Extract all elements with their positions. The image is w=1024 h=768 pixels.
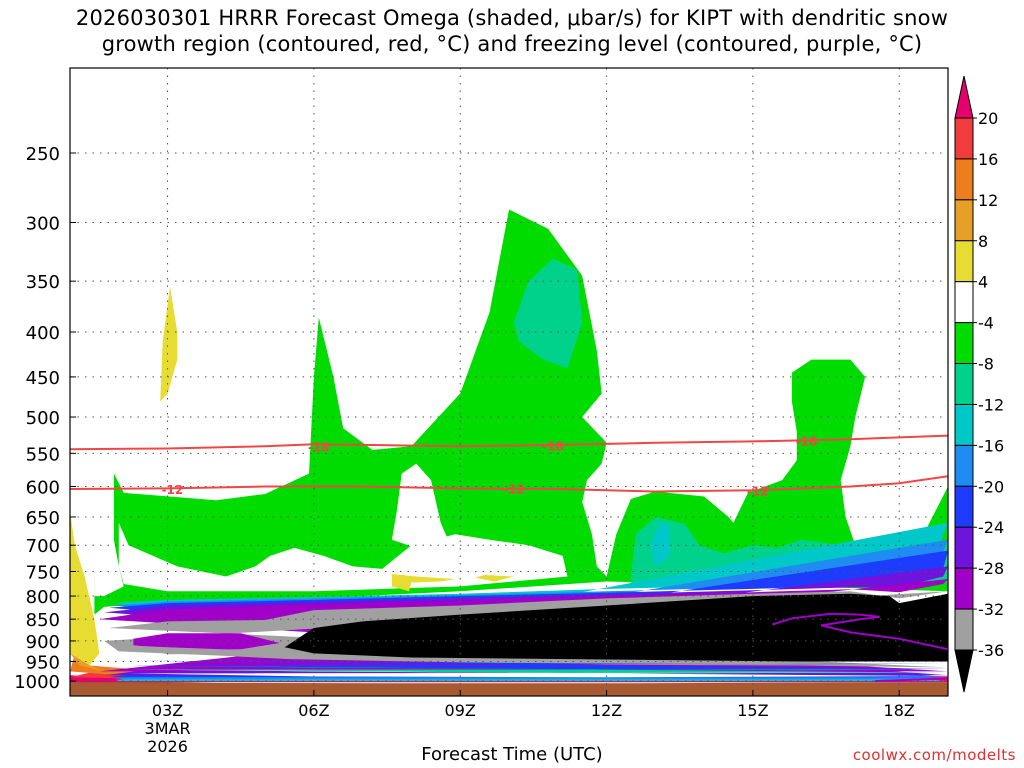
omega-region — [391, 574, 412, 592]
colorbar-label: -36 — [978, 641, 1004, 660]
y-tick-label: 600 — [26, 477, 60, 498]
contour-label: -18 — [796, 435, 818, 449]
omega-shaded-field — [70, 209, 948, 696]
omega-region — [123, 645, 290, 655]
x-tick-sublabel: 2026 — [147, 737, 188, 756]
colorbar-swatch — [954, 608, 974, 651]
omega-region — [109, 550, 948, 678]
y-tick-label: 300 — [26, 213, 60, 234]
y-tick-label: 900 — [26, 632, 60, 653]
colorbar-top-arrow — [954, 75, 974, 119]
temperature-contours: -12 -12 -12 -18 -18 -18 — [70, 434, 948, 683]
y-tick-label: 1000 — [14, 672, 60, 693]
x-tick-label: 12Z — [591, 701, 622, 720]
omega-region — [391, 574, 456, 583]
colorbar-label: -32 — [978, 600, 1004, 619]
colorbar-label: 12 — [978, 191, 998, 210]
colorbar-bottom-arrow — [954, 649, 974, 693]
colorbar-label: -4 — [978, 314, 994, 333]
chart-title-line1: 2026030301 HRRR Forecast Omega (shaded, … — [75, 6, 949, 30]
x-tick-label: 03Z — [152, 701, 183, 720]
x-tick-label: 15Z — [737, 701, 768, 720]
colorbar-label: 16 — [978, 150, 998, 169]
y-tick-label: 750 — [26, 562, 60, 583]
colorbar-swatch — [954, 444, 974, 487]
colorbar-label: 4 — [978, 273, 988, 292]
omega-region — [391, 463, 451, 548]
contour-label: -18 — [542, 440, 564, 454]
chart-title-line2: growth region (contoured, red, °C) and f… — [101, 32, 923, 56]
y-tick-label: 250 — [26, 144, 60, 165]
contour-label: -12 — [162, 483, 184, 497]
x-tick-label: 18Z — [884, 701, 915, 720]
colorbar-swatch — [954, 158, 974, 201]
colorbar-label: -8 — [978, 355, 994, 374]
colorbar-swatch — [954, 485, 974, 528]
omega-region — [70, 511, 100, 666]
y-tick-label: 450 — [26, 368, 60, 389]
colorbar-swatch — [954, 322, 974, 365]
y-tick-label: 400 — [26, 323, 60, 344]
plot-frame — [69, 67, 949, 697]
colorbar-label: -12 — [978, 395, 1004, 414]
colorbar-swatch — [954, 281, 974, 324]
omega-region — [513, 258, 583, 369]
colorbar-swatch — [954, 199, 974, 242]
colorbar-swatch — [954, 363, 974, 405]
contour-label: -12 — [503, 482, 525, 496]
freezing-level-contour — [874, 677, 948, 683]
y-tick-label: 700 — [26, 536, 60, 557]
colorbar-swatch — [954, 240, 974, 283]
y-tick-label: 500 — [26, 408, 60, 429]
omega-region — [70, 653, 217, 676]
colorbar-label: -24 — [978, 518, 1004, 537]
x-tick-label: 06Z — [298, 701, 329, 720]
colorbar-label: 20 — [978, 109, 998, 128]
x-axis-title: Forecast Time (UTC) — [421, 744, 603, 765]
y-tick-label: 550 — [26, 444, 60, 465]
omega-region — [118, 522, 568, 592]
colorbar-swatch — [954, 567, 974, 610]
colorbar-label: -16 — [978, 436, 1004, 455]
colorbar-label: 8 — [978, 232, 988, 251]
omega-region — [474, 575, 514, 582]
colorbar-swatch — [954, 117, 974, 160]
x-tick-sublabel: 3MAR — [145, 719, 191, 738]
y-tick-label: 950 — [26, 653, 60, 674]
contour-line-minus12 — [70, 475, 948, 493]
y-tick-label: 850 — [26, 610, 60, 631]
colorbar-swatch — [954, 403, 974, 446]
colorbar: 20 16 12 8 4 -4 -8 -12 -16 -20 -24 -28 -32 -36 — [954, 75, 1004, 693]
contour-line-minus18 — [70, 434, 948, 451]
pressure-axis: 2503003504004505005506006507007508008509… — [14, 144, 76, 693]
omega-region — [128, 669, 948, 678]
omega-region — [94, 209, 948, 615]
contour-label: -18 — [308, 440, 330, 454]
colorbar-label: -28 — [978, 559, 1004, 578]
y-tick-label: 650 — [26, 508, 60, 529]
omega-region — [70, 681, 948, 696]
y-tick-label: 800 — [26, 587, 60, 608]
omega-region — [650, 522, 670, 567]
colorbar-label: -20 — [978, 477, 1004, 496]
omega-region — [284, 593, 948, 662]
credit-link[interactable]: coolwx.com/modelts — [852, 746, 1016, 764]
freezing-level-contour — [772, 612, 948, 651]
omega-region — [94, 539, 124, 597]
omega-region — [133, 633, 280, 651]
omega-region — [160, 286, 178, 402]
colorbar-swatch — [954, 526, 974, 569]
y-tick-label: 350 — [26, 272, 60, 293]
x-tick-label: 09Z — [445, 701, 476, 720]
contour-label: -12 — [747, 484, 769, 498]
